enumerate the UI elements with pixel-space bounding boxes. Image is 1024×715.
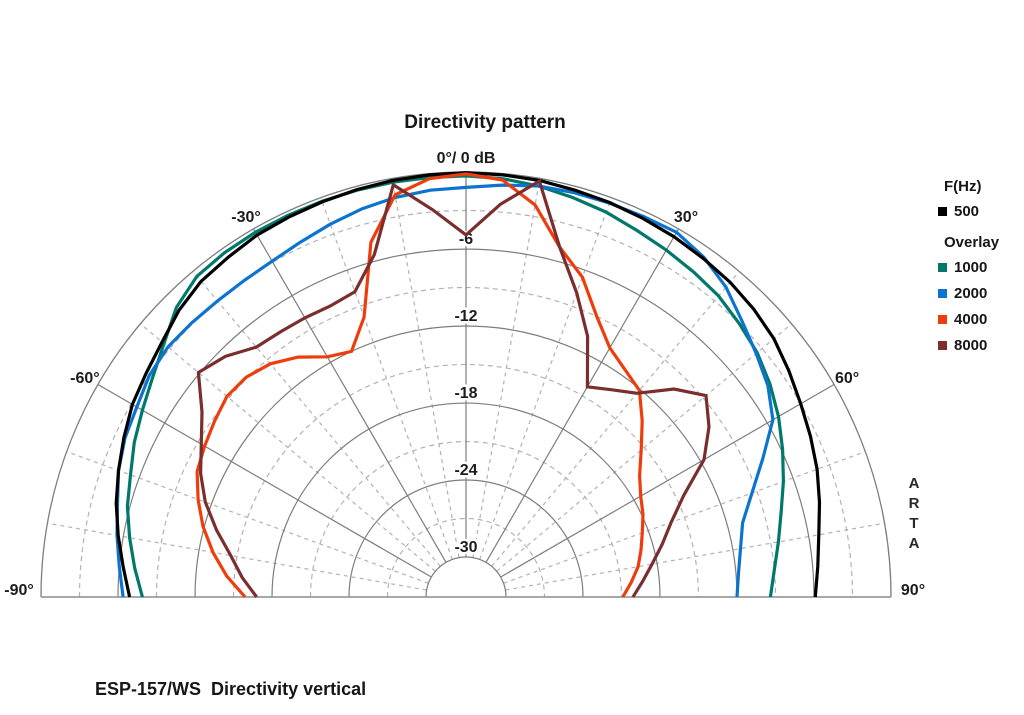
grid-spoke-minor [505, 522, 885, 591]
arta-letter: T [909, 515, 919, 532]
grid-spoke-minor [391, 178, 460, 558]
grid-spoke-minor [47, 522, 427, 591]
legend: F(Hz) 500 Overlay 1000 2000 4000 8000 [938, 178, 999, 362]
legend-overlay-header: Overlay [944, 234, 1000, 251]
legend-label-2000: 2000 [954, 284, 988, 302]
grid-spoke-minor [479, 197, 612, 560]
angle-tick-label: 90° [901, 582, 925, 599]
legend-label-8000: 8000 [954, 336, 988, 354]
grid-ring-minor [155, 286, 777, 598]
legend-swatch-4000 [938, 314, 947, 324]
grid-spoke-minor [66, 451, 429, 584]
arta-watermark: A R T A [903, 474, 925, 554]
series-1000-curve [125, 174, 786, 598]
series-8000-curve [196, 178, 711, 598]
legend-label-4000: 4000 [954, 310, 988, 328]
grid-spoke-minor [491, 271, 740, 567]
chart-title: Directivity pattern [404, 112, 566, 133]
radial-tick-label: -30 [454, 539, 477, 556]
angle-tick-label: 60° [835, 370, 859, 387]
grid-spoke-minor [496, 323, 792, 572]
legend-swatch-1000 [938, 262, 947, 272]
radial-tick-label: -18 [454, 385, 477, 402]
grid-ring-minor [232, 363, 700, 598]
legend-item-2000: 2000 [938, 284, 999, 302]
grid-spoke-minor [472, 178, 541, 558]
grid-spoke-major [252, 228, 447, 563]
legend-item-500: 500 [938, 202, 999, 220]
legend-swatch-500 [938, 206, 947, 216]
apex-label: 0°/ 0 dB [437, 150, 496, 167]
legend-swatch-2000 [938, 288, 947, 298]
legend-label-1000: 1000 [954, 258, 988, 276]
grid-center-hole [425, 556, 507, 598]
arta-letter: A [908, 535, 920, 552]
legend-frequency-header: F(Hz) [944, 178, 982, 195]
angle-tick-label: -60° [70, 370, 100, 387]
radial-tick-label: -6 [459, 231, 473, 248]
series-4000-curve [195, 172, 645, 599]
angle-tick-label: -90° [4, 582, 34, 599]
legend-swatch-8000 [938, 340, 947, 350]
grid-spoke-major [485, 228, 680, 563]
grid-spoke-minor [192, 271, 441, 567]
arta-letter: R [908, 495, 920, 512]
grid-spoke-minor [503, 451, 866, 584]
legend-item-1000: 1000 [938, 258, 999, 276]
legend-item-8000: 8000 [938, 336, 999, 354]
legend-item-4000: 4000 [938, 310, 999, 328]
grid-spoke-major [97, 383, 432, 578]
series-2000-curve [115, 183, 775, 598]
radial-tick-label: -24 [454, 462, 477, 479]
grid-ring-minor [386, 517, 546, 598]
grid-spoke-minor [140, 323, 436, 572]
angle-tick-label: 30° [674, 209, 698, 226]
arta-letter: A [908, 475, 920, 492]
angle-tick-label: -30° [231, 209, 261, 226]
radial-tick-label: -12 [454, 308, 477, 325]
legend-label-500: 500 [954, 202, 980, 220]
chart-caption: ESP-157/WS Directivity vertical [95, 679, 367, 699]
grid-spoke-minor [320, 197, 453, 560]
